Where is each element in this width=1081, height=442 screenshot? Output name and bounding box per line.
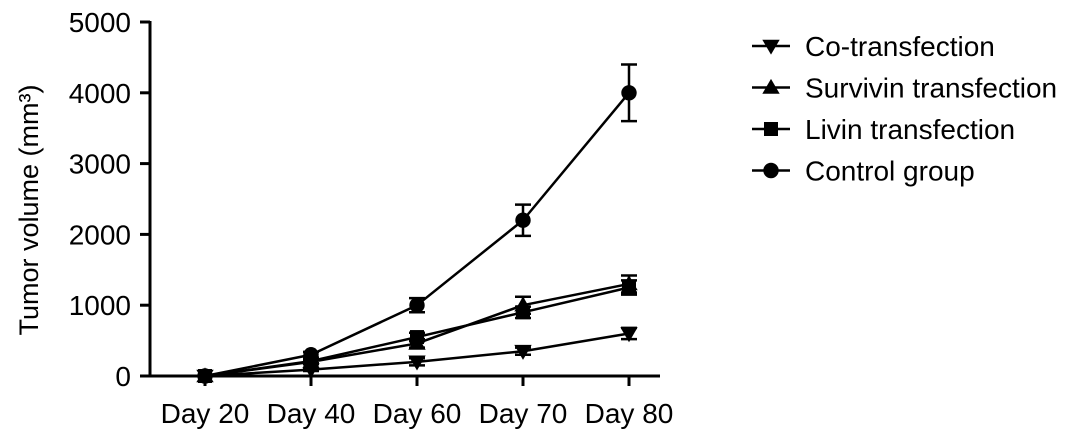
y-tick-label: 3000 — [69, 149, 131, 180]
control-group-point — [409, 297, 425, 313]
legend-label-co-transfection: Co-transfection — [805, 31, 995, 62]
livin-transfection-point — [516, 305, 530, 320]
y-tick-label: 0 — [115, 361, 131, 392]
axes — [148, 21, 660, 378]
y-tick-label: 5000 — [69, 7, 131, 38]
legend-marker-survivin-transfection — [762, 78, 780, 94]
series-points — [196, 85, 638, 385]
x-tick-label: Day 70 — [479, 398, 568, 429]
legend-entry-co-transfection: Co-transfection — [752, 31, 995, 62]
legend-entry-survivin-transfection: Survivin transfection — [752, 73, 1057, 104]
legend-entry-livin-transfection: Livin transfection — [752, 114, 1015, 145]
control-group-point — [197, 368, 213, 384]
legend-entry-control-group: Control group — [752, 156, 975, 187]
control-group-point — [515, 212, 531, 228]
x-ticks: Day 20 Day 40 Day 60 Day 70 Day 80 — [161, 376, 674, 429]
control-group-point — [303, 347, 319, 363]
y-ticks: 0 1000 2000 3000 4000 5000 — [69, 7, 150, 392]
x-tick-label: Day 60 — [373, 398, 462, 429]
livin-transfection-point — [622, 280, 636, 295]
y-tick-label: 4000 — [69, 78, 131, 109]
y-tick-label: 2000 — [69, 219, 131, 250]
co-transfection-point — [620, 327, 638, 343]
y-axis-label: Tumor volume (mm³) — [14, 84, 44, 335]
legend-marker-livin-transfection — [764, 122, 778, 136]
livin-transfection-point — [410, 330, 424, 345]
y-tick-label: 1000 — [69, 290, 131, 321]
legend-label-control-group: Control group — [805, 156, 975, 187]
co-transfection-point — [408, 355, 426, 371]
legend-label-livin-transfection: Livin transfection — [805, 114, 1015, 145]
x-tick-label: Day 80 — [585, 398, 674, 429]
legend: Co-transfection Survivin transfection Livi… — [752, 31, 1057, 187]
co-transfection-point — [514, 344, 532, 360]
legend-marker-control-group — [763, 162, 779, 179]
x-tick-label: Day 40 — [267, 398, 356, 429]
control-group-point — [621, 85, 637, 101]
x-tick-label: Day 20 — [161, 398, 250, 429]
legend-marker-co-transfection — [762, 39, 780, 55]
legend-label-survivin-transfection: Survivin transfection — [805, 73, 1057, 104]
